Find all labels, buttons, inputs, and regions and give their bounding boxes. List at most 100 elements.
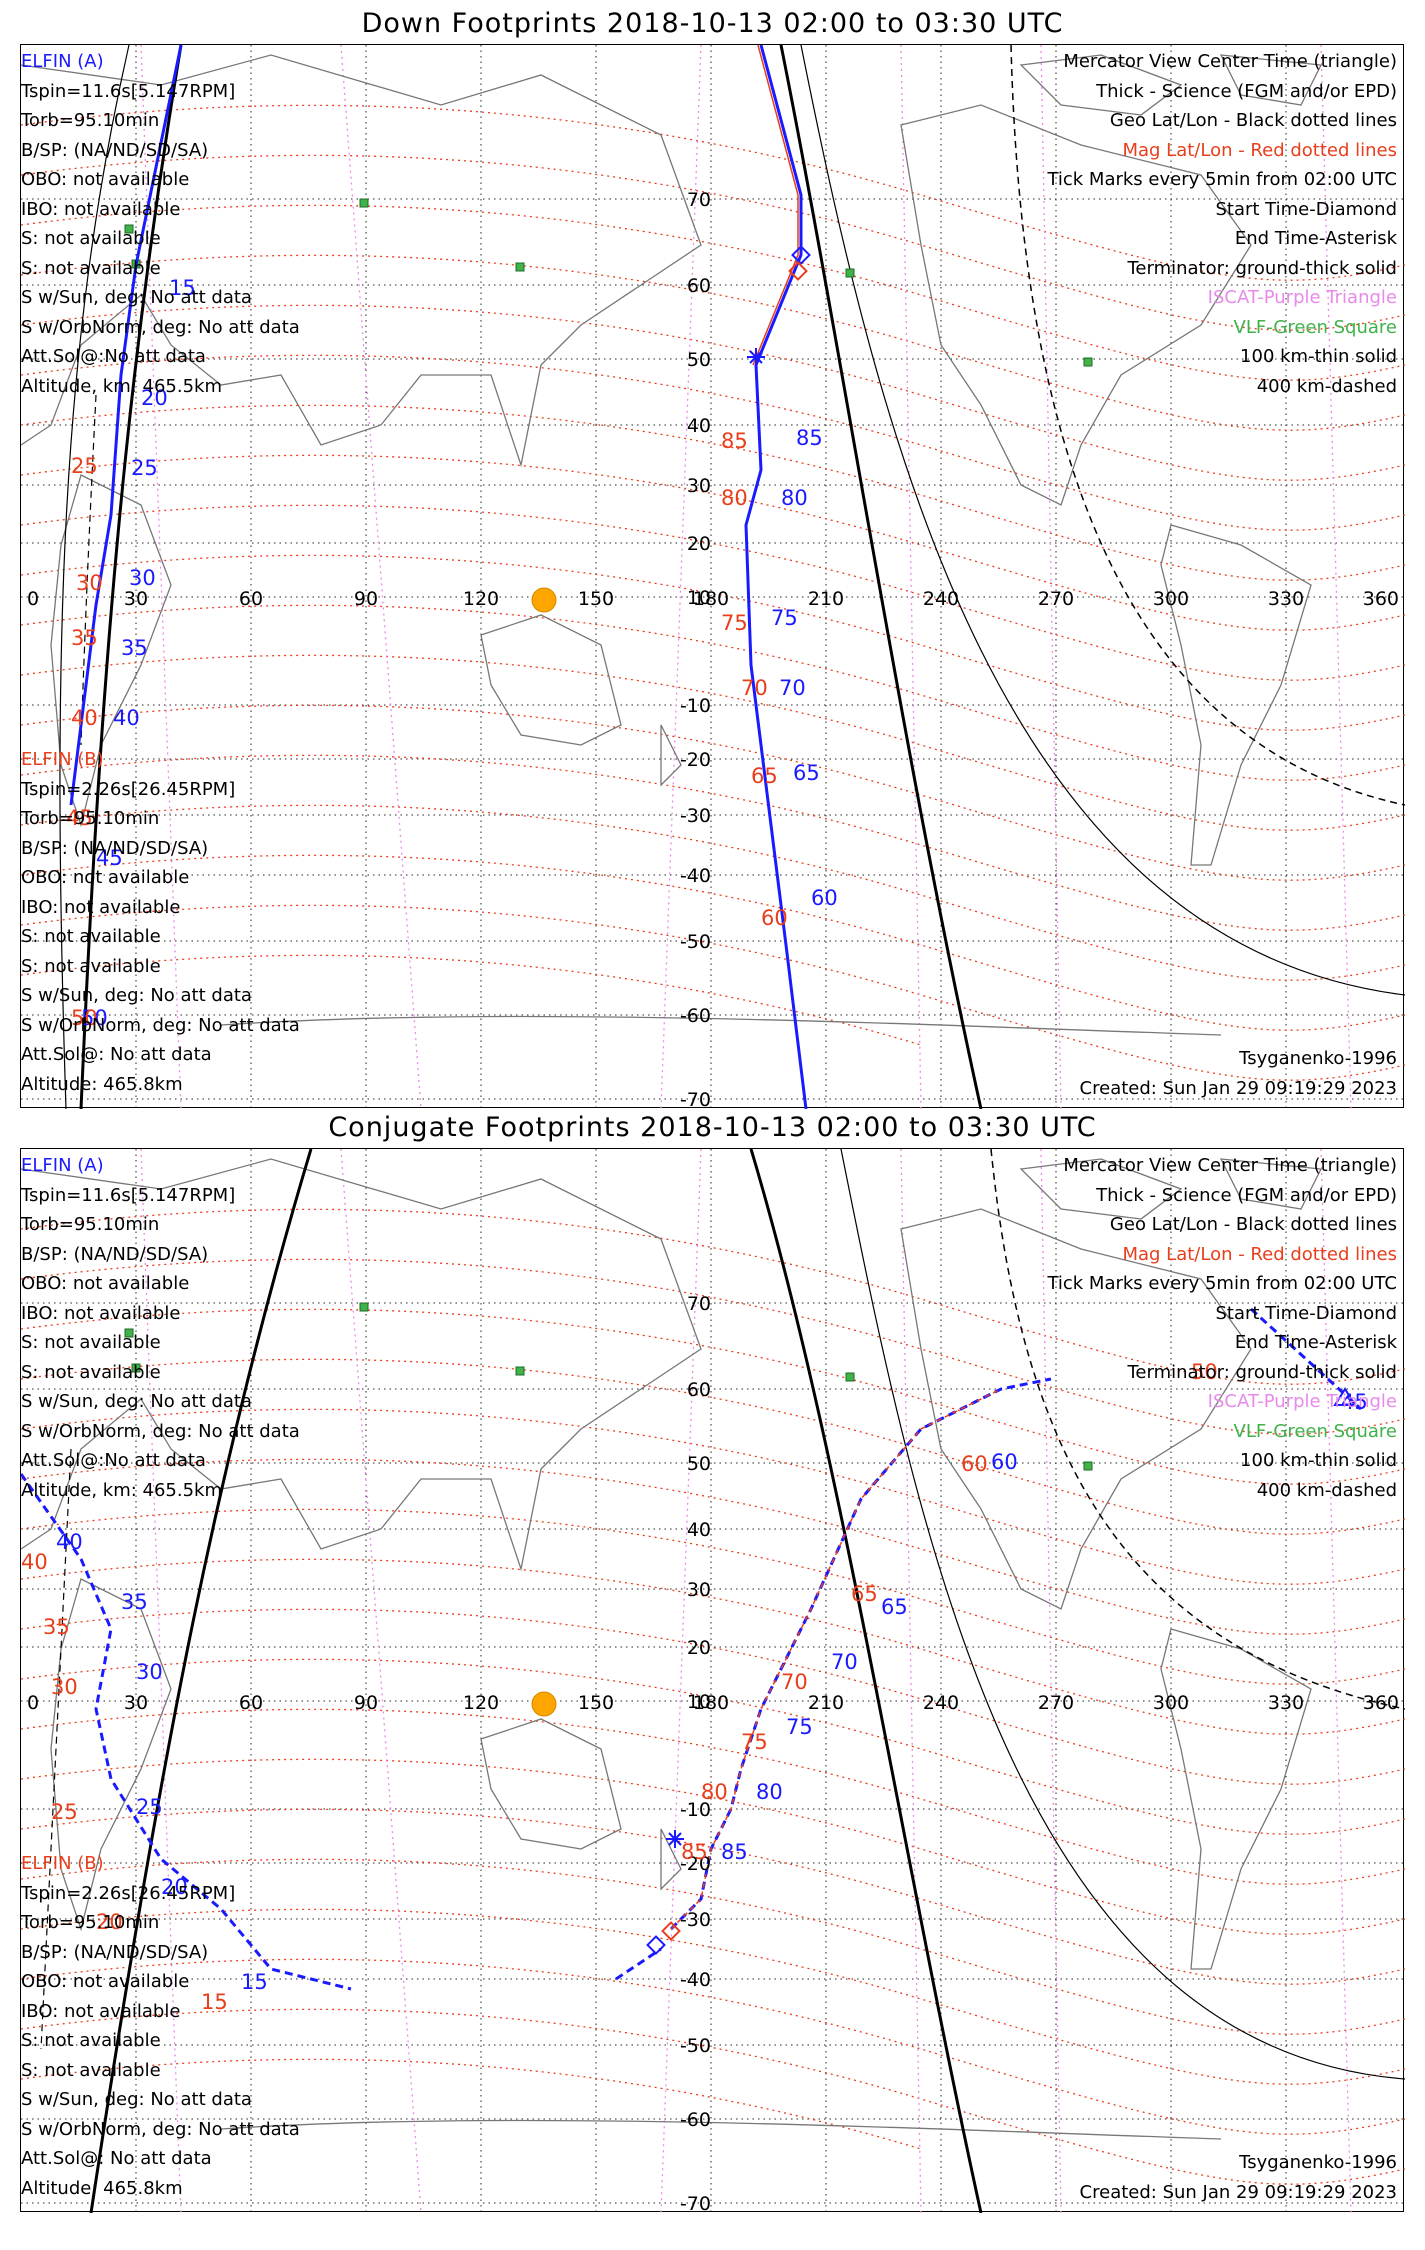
legend-item: Start Time-Diamond xyxy=(1215,198,1397,220)
elfin-a-tick-35: 35 xyxy=(121,636,148,660)
elfin-a-tick-40: 40 xyxy=(56,1530,83,1554)
elfin-b-track xyxy=(670,1388,1002,1930)
info-line: S: not available xyxy=(21,257,161,279)
elfin-a-tick-85: 85 xyxy=(721,1840,748,1864)
legend-item: VLF-Green Square xyxy=(1233,1420,1397,1442)
info-line: Altitude, km: 465.5km xyxy=(21,375,223,397)
created-timestamp: Created: Sun Jan 29 09:19:29 2023 xyxy=(1079,2181,1397,2203)
info-line: B/SP: (NA/ND/SD/SA) xyxy=(21,1941,209,1963)
info-line: OBO: not available xyxy=(21,1971,190,1992)
info-line: B/SP: (NA/ND/SD/SA) xyxy=(21,1243,209,1265)
lon-tick-30: 30 xyxy=(124,588,148,610)
lat-tick--70: -70 xyxy=(680,2193,711,2213)
info-line: IBO: not available xyxy=(21,1302,181,1324)
info-line: Altitude, km: 465.5km xyxy=(21,1479,223,1501)
lat-tick-30: 30 xyxy=(687,475,711,497)
legend-item: Mag Lat/Lon - Red dotted lines xyxy=(1122,139,1397,161)
vlf-stations xyxy=(124,1302,1093,1471)
elfin-b-tick-60: 60 xyxy=(961,1452,988,1476)
panel-title: Conjugate Footprints 2018-10-13 02:00 to… xyxy=(328,1112,1097,1143)
elfin-a-time-labels: 40 35 30 25 20 15 85 80 75 70 65 60 45 xyxy=(56,1390,1368,1994)
elfin-b-info: ELFIN (B) Tspin=2.26s[26.45RPM] Torb=95.1… xyxy=(21,1849,300,2203)
elfin-a-tick-20: 20 xyxy=(141,386,168,410)
lat-tick--20: -20 xyxy=(680,1853,711,1875)
legend-item: Terminator: ground-thick solid xyxy=(1127,1361,1397,1383)
terminator-lines xyxy=(40,1149,1405,2213)
lon-tick-300: 300 xyxy=(1153,588,1189,610)
lat-tick-70: 70 xyxy=(687,1293,711,1315)
elfin-b-tick-75: 75 xyxy=(721,611,748,635)
legend-item: Tick Marks every 5min from 02:00 UTC xyxy=(1047,169,1397,190)
legend-item: VLF-Green Square xyxy=(1233,316,1397,338)
center-time-triangle xyxy=(1333,1387,1357,1406)
info-line: Tspin=11.6s[5.147RPM] xyxy=(21,1184,236,1206)
info-line: S: not available xyxy=(21,1332,161,1353)
sun-icon xyxy=(531,587,557,613)
elfin-b-header: ELFIN (B) xyxy=(21,749,104,770)
lon-tick-210: 210 xyxy=(808,1692,844,1714)
legend-item: Mag Lat/Lon - Red dotted lines xyxy=(1122,1243,1397,1265)
lon-tick-0: 0 xyxy=(27,1692,39,1714)
elfin-b-tick-85: 85 xyxy=(721,429,748,453)
elfin-b-tick-20: 20 xyxy=(96,1910,123,1934)
lon-tick-270: 270 xyxy=(1038,1692,1074,1714)
map-canvas: 0 30 60 90 120 150 180 210 240 270 300 330 360 70 60 5… xyxy=(21,45,1405,1109)
elfin-b-tick-70: 70 xyxy=(781,1670,808,1694)
info-line: S: not available xyxy=(21,1361,161,1383)
elfin-b-tick-30: 30 xyxy=(51,1675,78,1699)
lon-tick-90: 90 xyxy=(354,588,378,610)
legend-item: Start Time-Diamond xyxy=(1215,1302,1397,1324)
terminator-lines xyxy=(59,45,1405,1109)
elfin-a-tick-25: 25 xyxy=(131,456,158,480)
elfin-b-tick-70: 70 xyxy=(741,676,768,700)
lat-tick--50: -50 xyxy=(680,931,711,953)
elfin-b-tick-85: 85 xyxy=(681,1840,708,1864)
elfin-b-header: ELFIN (B) xyxy=(21,1853,104,1874)
elfin-a-header: ELFIN (A) xyxy=(21,51,104,72)
lat-tick-40: 40 xyxy=(687,415,711,437)
info-line: S w/Sun, deg: No att data xyxy=(21,985,252,1006)
elfin-b-tick-50: 50 xyxy=(71,1006,98,1030)
lon-tick-240: 240 xyxy=(923,588,959,610)
elfin-b-tick-30: 30 xyxy=(76,571,103,595)
info-line: Torb=95.10min xyxy=(21,808,160,829)
lon-tick-240: 240 xyxy=(923,1692,959,1714)
lat-tick--60: -60 xyxy=(680,2109,711,2131)
lat-tick-70: 70 xyxy=(687,189,711,211)
legend-item: Tick Marks every 5min from 02:00 UTC xyxy=(1047,1273,1397,1294)
info-line: Att.Sol@:No att data xyxy=(21,1450,206,1471)
elfin-b-lines: Tspin=2.26s[26.45RPM] Torb=95.10min B/SP: … xyxy=(21,1879,300,2204)
elfin-b-tick-75: 75 xyxy=(741,1730,768,1754)
lon-tick-30: 30 xyxy=(124,1692,148,1714)
elfin-a-tick-25: 25 xyxy=(136,1795,163,1819)
lat-tick-10: 10 xyxy=(687,587,711,609)
info-line: IBO: not available xyxy=(21,198,181,220)
elfin-b-tick-80: 80 xyxy=(721,486,748,510)
elfin-b-tick-60: 60 xyxy=(761,906,788,930)
lat-tick--30: -30 xyxy=(680,805,711,827)
elfin-b-time-labels: 40 35 30 25 20 15 85 80 75 70 65 60 50 xyxy=(21,1360,1218,2014)
start-diamond-b xyxy=(788,261,808,281)
info-line: S: not available xyxy=(21,926,161,947)
elfin-a-tick-65: 65 xyxy=(881,1595,908,1619)
lat-tick--40: -40 xyxy=(680,1969,711,1991)
legend-item: Terminator: ground-thick solid xyxy=(1127,257,1397,279)
legend-item: End Time-Asterisk xyxy=(1234,228,1397,249)
lat-tick-30: 30 xyxy=(687,1579,711,1601)
elfin-a-tick-30: 30 xyxy=(136,1660,163,1684)
info-line: Altitude: 465.8km xyxy=(21,1073,183,1095)
start-diamond xyxy=(791,245,811,265)
elfin-a-header: ELFIN (A) xyxy=(21,1155,104,1176)
elfin-b-tick-35: 35 xyxy=(43,1615,70,1639)
map-panel-conjugate: 0 30 60 90 120 150 180 210 240 270 300 330 360 70 60 5… xyxy=(20,1148,1405,2213)
mag-grid xyxy=(21,104,1405,1081)
elfin-b-tick-40: 40 xyxy=(21,1550,48,1574)
lon-tick-360: 360 xyxy=(1363,588,1399,610)
info-line: OBO: not available xyxy=(21,169,190,190)
elfin-b-tick-65: 65 xyxy=(851,1582,878,1606)
info-line: OBO: not available xyxy=(21,1273,190,1294)
elfin-a-lines: Tspin=11.6s[5.147RPM] Torb=95.10min B/SP: … xyxy=(21,77,300,402)
info-line: B/SP: (NA/ND/SD/SA) xyxy=(21,139,209,161)
info-line: S w/OrbNorm, deg: No att data xyxy=(21,1014,300,1036)
map-panel-down: 0 30 60 90 120 150 180 210 240 270 300 330 360 70 60 5… xyxy=(20,44,1405,1109)
